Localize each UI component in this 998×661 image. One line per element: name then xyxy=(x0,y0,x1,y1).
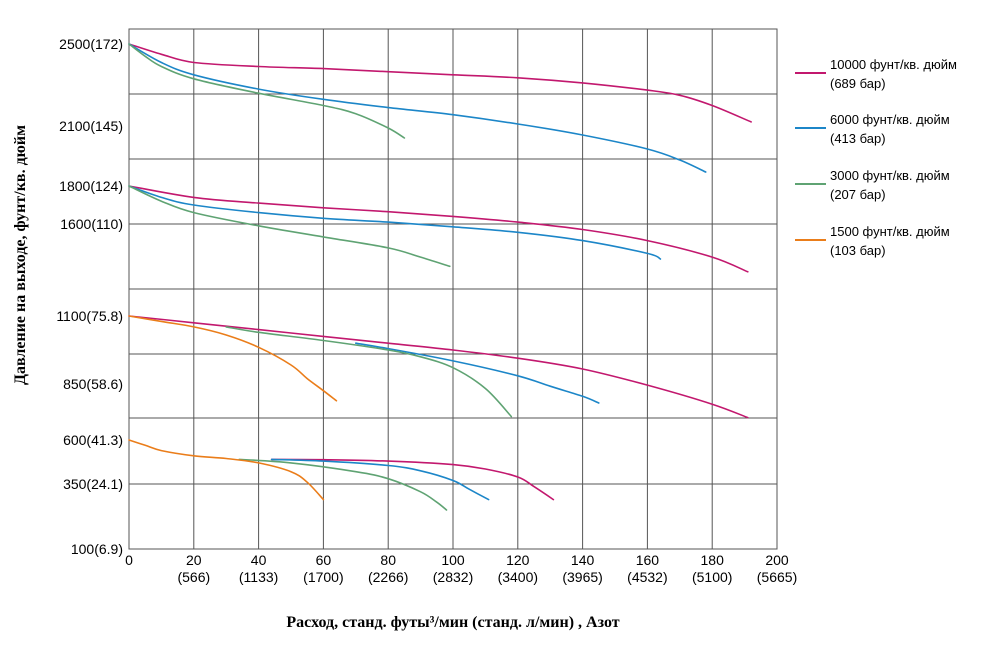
curve-s3000 xyxy=(128,43,406,139)
curve-s6000 xyxy=(128,43,707,173)
x-tick-label: 80 xyxy=(380,552,396,568)
grid xyxy=(128,28,778,550)
legend-sublabel: (689 бар) xyxy=(830,76,886,91)
y-axis-title: Давление на выходе, фунт/кв. дюйм xyxy=(12,125,29,385)
legend-label: 3000 фунт/кв. дюйм xyxy=(830,168,950,183)
y-tick-label: 600(41.3) xyxy=(63,432,123,448)
y-tick-label: 1800(124) xyxy=(59,178,123,194)
y-tick-label: 2100(145) xyxy=(59,118,123,134)
curve-s3000 xyxy=(238,458,448,511)
y-tick-label: 2500(172) xyxy=(59,36,123,52)
x-tick-label: 140 xyxy=(571,552,595,568)
x-tick-sublabel: (5100) xyxy=(692,569,732,585)
x-tick-sublabel: (3400) xyxy=(498,569,538,585)
curve-s6000 xyxy=(270,458,490,501)
legend-sublabel: (207 бар) xyxy=(830,187,886,202)
x-tick-sublabel: (1700) xyxy=(303,569,343,585)
tick-labels: 2500(172) 2100(145) 1800(124) 1600(110) 1100… xyxy=(56,36,797,585)
x-tick-label: 20 xyxy=(186,552,202,568)
legend-label: 10000 фунт/кв. дюйм xyxy=(830,57,957,72)
legend-sublabel: (413 бар) xyxy=(830,131,886,146)
legend-label: 6000 фунт/кв. дюйм xyxy=(830,112,950,127)
x-tick-sublabel: (2266) xyxy=(368,569,408,585)
x-tick-label: 200 xyxy=(765,552,789,568)
curve-s10000 xyxy=(128,43,752,123)
x-tick-label: 180 xyxy=(701,552,725,568)
curve-s6000 xyxy=(355,342,600,404)
x-tick-label: 60 xyxy=(316,552,332,568)
x-tick-sublabel: (2832) xyxy=(433,569,473,585)
curve-s3000 xyxy=(225,326,513,418)
x-tick-label: 120 xyxy=(506,552,530,568)
x-tick-sublabel: (3965) xyxy=(562,569,602,585)
x-axis-title: Расход, станд. футы³/мин (станд. л/мин) … xyxy=(286,614,619,631)
legend-label: 1500 фунт/кв. дюйм xyxy=(830,224,950,239)
x-tick-sublabel: (1133) xyxy=(239,569,278,585)
x-tick-sublabel: (5665) xyxy=(757,569,797,585)
curve-s1500 xyxy=(128,439,325,501)
x-tick-label: 100 xyxy=(441,552,465,568)
y-tick-label: 350(24.1) xyxy=(63,476,123,492)
x-tick-label: 40 xyxy=(251,552,267,568)
curve-s6000 xyxy=(128,185,662,260)
curve-s1500 xyxy=(128,315,338,402)
y-tick-label: 850(58.6) xyxy=(63,376,123,392)
curve-s10000 xyxy=(128,315,749,419)
y-tick-label: 1600(110) xyxy=(60,216,123,232)
x-tick-label: 0 xyxy=(125,552,133,568)
curve-s10000 xyxy=(270,458,555,501)
y-tick-label: 100(6.9) xyxy=(71,541,123,557)
x-tick-label: 160 xyxy=(636,552,660,568)
y-tick-label: 1100(75.8) xyxy=(56,308,123,324)
curves xyxy=(128,43,752,511)
legend: 10000 фунт/кв. дюйм (689 бар) 6000 фунт/кв… xyxy=(795,57,957,258)
legend-sublabel: (103 бар) xyxy=(830,243,886,258)
x-tick-sublabel: (566) xyxy=(177,569,210,585)
x-tick-sublabel: (4532) xyxy=(627,569,667,585)
curve-s10000 xyxy=(128,185,749,273)
curve-s3000 xyxy=(128,185,451,268)
